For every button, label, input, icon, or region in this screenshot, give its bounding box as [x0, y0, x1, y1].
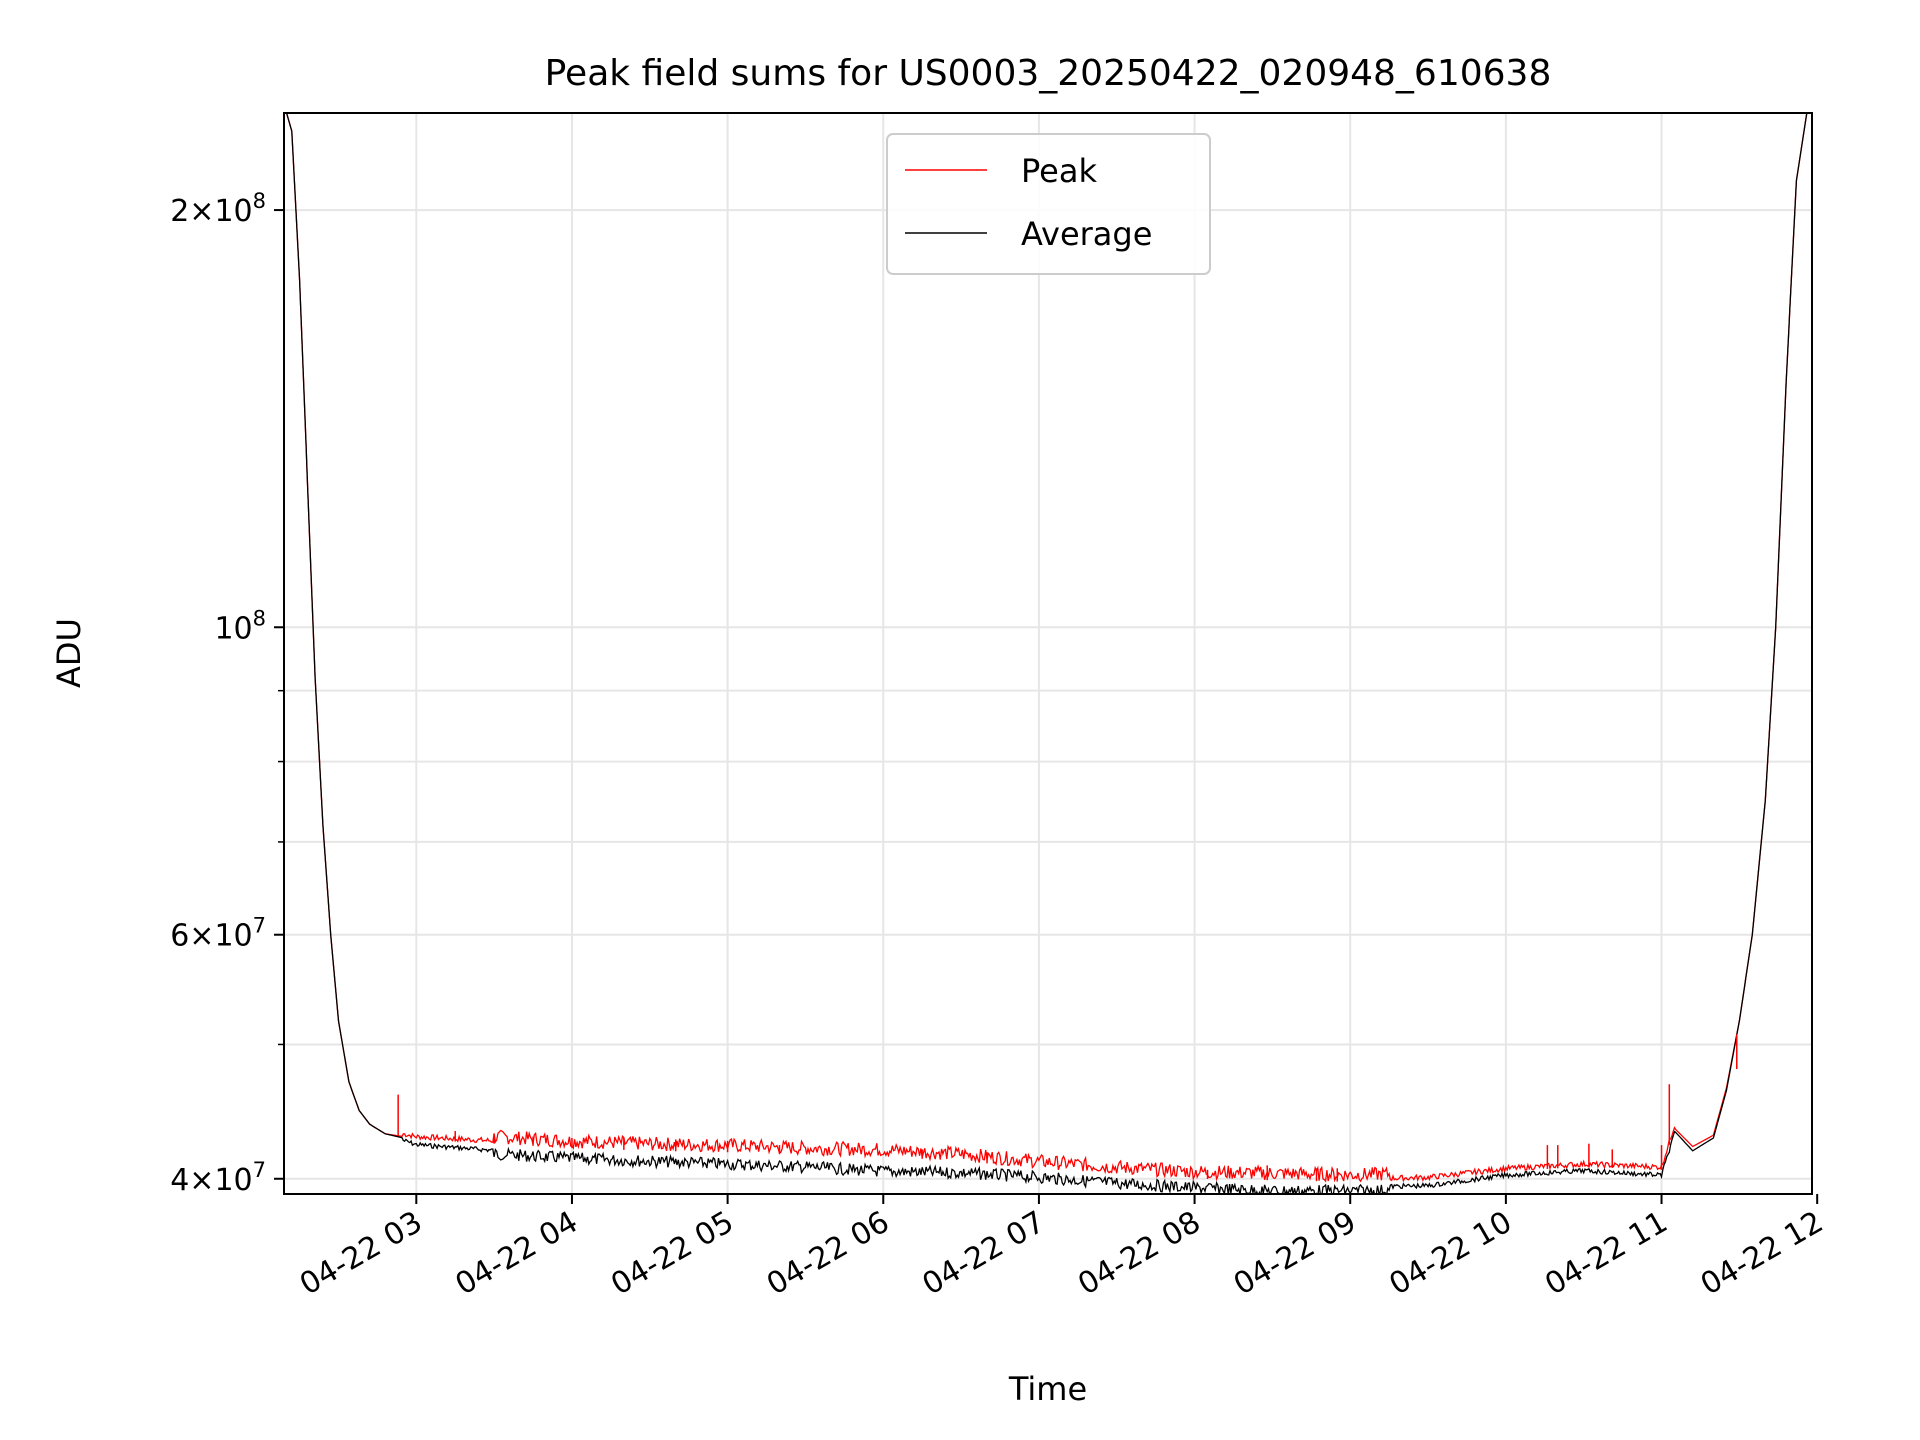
x-axis-label: Time	[1008, 1370, 1087, 1408]
legend: Peak Average	[886, 133, 1211, 275]
y-tick-label: 108	[214, 606, 266, 646]
legend-label-average: Average	[1021, 215, 1152, 253]
y-axis: 4×107 6×107 108 2×108	[170, 189, 284, 1198]
plot-area-frame	[283, 112, 1813, 1195]
series-line-average	[284, 113, 1812, 1194]
y-tick-label: 6×107	[170, 914, 266, 954]
legend-label-peak: Peak	[1021, 152, 1097, 190]
grid-lines	[284, 113, 1812, 1194]
legend-box	[886, 133, 1211, 275]
y-tick-label: 4×107	[170, 1158, 266, 1198]
y-tick-label: 2×108	[170, 189, 266, 229]
chart-title: Peak field sums for US0003_20250422_0209…	[545, 53, 1552, 94]
y-axis-label: ADU	[50, 618, 88, 688]
plot-series	[284, 113, 1812, 1194]
